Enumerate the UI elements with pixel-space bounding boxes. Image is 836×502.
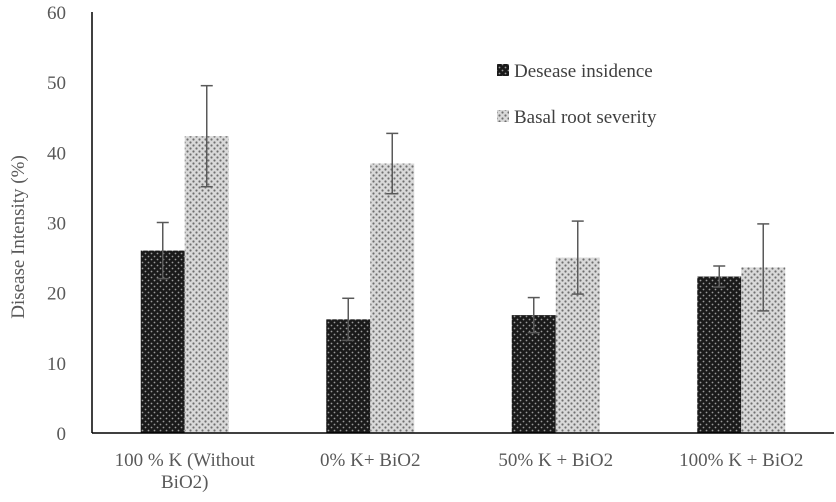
bar-disease-incidence — [511, 315, 556, 433]
error-bars-group — [156, 84, 770, 342]
bar-basal-root-severity — [370, 163, 415, 433]
x-tick-label-line: 100 % K (Without — [115, 450, 256, 471]
y-tick-label: 10 — [47, 354, 66, 375]
legend-label: Basal root severity — [514, 107, 657, 128]
y-tick-label: 60 — [47, 3, 66, 24]
y-tick-label: 30 — [47, 214, 66, 235]
legend: Desease insidence Basal root severity — [497, 61, 657, 128]
y-axis-label: Disease Intensity (%) — [8, 155, 29, 319]
y-tick-label: 0 — [57, 424, 67, 445]
x-tick-label-line: BiO2) — [161, 472, 209, 493]
x-tick-label: 0% K+ BiO2 — [320, 450, 420, 471]
y-axis-ticks: 0 10 20 30 40 50 60 — [47, 3, 66, 445]
x-tick-label: 50% K + BiO2 — [498, 450, 613, 471]
y-tick-label: 40 — [47, 143, 66, 164]
y-tick-label: 20 — [47, 284, 66, 305]
legend-label: Desease insidence — [514, 61, 653, 82]
bars-group — [140, 136, 786, 433]
x-tick-label-line: 50% K + BiO2 — [498, 450, 613, 471]
legend-swatch — [497, 64, 509, 76]
bar-disease-incidence — [140, 250, 185, 433]
x-axis-labels: 100 % K (Without BiO2) 0% K+ BiO2 50% K + B… — [115, 450, 804, 493]
y-tick-label: 50 — [47, 73, 66, 94]
x-tick-label-line: 100% K + BiO2 — [679, 450, 803, 471]
x-tick-label: 100 % K (Without BiO2) — [115, 450, 256, 493]
bar-disease-incidence — [697, 276, 742, 433]
x-tick-label: 100% K + BiO2 — [679, 450, 803, 471]
x-tick-label-line: 0% K+ BiO2 — [320, 450, 420, 471]
legend-swatch — [497, 110, 509, 122]
